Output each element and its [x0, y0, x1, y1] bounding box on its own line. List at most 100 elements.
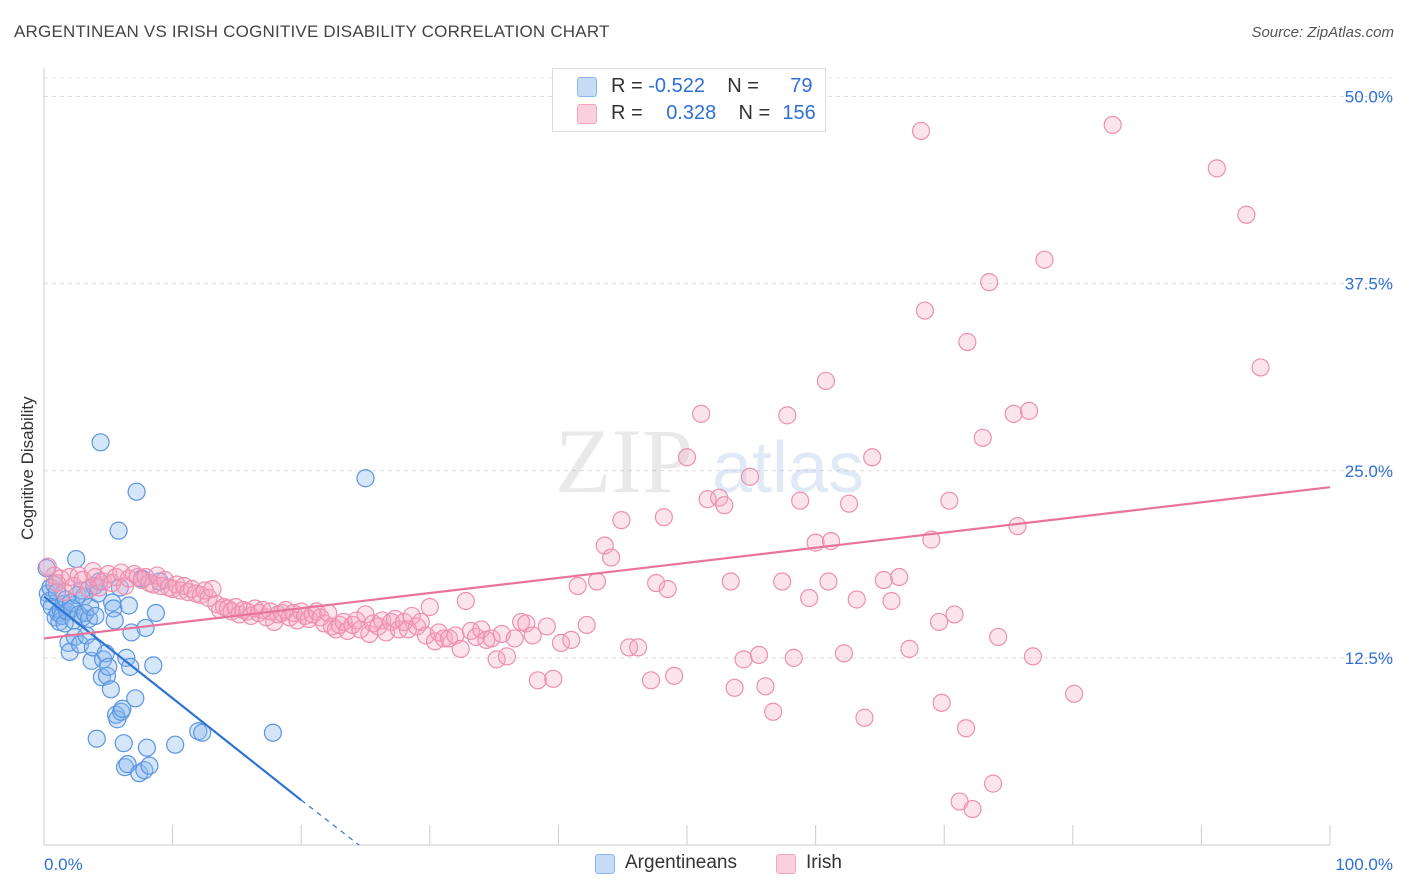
argentinean-point [137, 738, 156, 757]
irish-point [551, 633, 571, 653]
irish-point [568, 576, 587, 596]
bottom-legend-label: Irish [806, 852, 842, 873]
irish-point [756, 677, 775, 696]
bottom-legend-swatch-argentineans [595, 854, 615, 874]
irish-point [641, 671, 661, 690]
y-axis-label: Cognitive Disability [18, 396, 37, 540]
argentinean-point [87, 729, 106, 748]
argentinean-point [126, 689, 145, 708]
irish-point [791, 491, 810, 510]
chart-title: ARGENTINEAN VS IRISH COGNITIVE DISABILIT… [14, 22, 610, 41]
argentinean-point [166, 735, 185, 754]
irish-point [1064, 684, 1084, 703]
argentinean-point [101, 680, 120, 699]
argentinean-point [91, 433, 110, 452]
irish-point [855, 708, 874, 727]
irish-point [900, 639, 919, 658]
grid-lines [44, 77, 1392, 659]
legend-r-label: R = [611, 102, 643, 124]
argentinean-point [140, 756, 159, 775]
argentinean-point [127, 482, 146, 501]
irish-point [1237, 205, 1256, 224]
irish-point [456, 591, 475, 611]
irish-point [434, 629, 454, 648]
legend-r-value: -0.522 [648, 75, 705, 97]
legend-n-label: N = [738, 102, 771, 124]
irish-point [1008, 517, 1027, 536]
legend-swatch-irish [577, 104, 597, 124]
argentinean-point [114, 734, 133, 753]
irish-point [1103, 115, 1122, 135]
irish-point [773, 572, 792, 591]
irish-point [654, 508, 673, 527]
irish-point [973, 428, 992, 447]
argentinean-point [130, 764, 149, 783]
irish-point [882, 591, 901, 611]
irish-point [819, 572, 838, 591]
irish-point [980, 273, 999, 292]
series-irish [38, 115, 1270, 819]
irish-point [929, 612, 949, 632]
x-tick-label: 0.0% [44, 855, 83, 874]
argentinean-point [193, 723, 212, 742]
irish-point [863, 448, 882, 467]
irish-point [647, 573, 666, 593]
argentinean-point [117, 648, 136, 667]
watermark-atlas: atlas [712, 428, 864, 508]
legend-r-label: R = [611, 75, 643, 97]
y-tick-label: 37.5% [1345, 275, 1393, 294]
irish-point [911, 121, 931, 141]
irish-point [497, 647, 517, 666]
argentineans-trend-line [43, 595, 302, 801]
y-tick-label: 25.0% [1345, 462, 1393, 481]
irish-point [523, 626, 542, 645]
argentinean-point [99, 657, 118, 676]
irish-point [665, 666, 684, 685]
irish-point [834, 644, 853, 663]
irish-point [764, 702, 783, 721]
irish-point [963, 799, 982, 819]
irish-point [562, 630, 581, 650]
argentinean-point [263, 723, 283, 742]
argentinean-point [82, 651, 101, 670]
argentinean-point [119, 596, 138, 615]
irish-point [778, 406, 797, 425]
irish-point [874, 570, 893, 590]
irish-point [989, 627, 1008, 647]
irish-point [203, 579, 222, 599]
legend-r-value: 0.328 [666, 102, 717, 124]
irish-point [698, 490, 717, 509]
argentinean-point [109, 521, 128, 540]
irish-point [734, 650, 753, 669]
y-tick-label: 50.0% [1345, 88, 1393, 107]
irish-point [411, 612, 430, 632]
argentinean-point [67, 549, 86, 569]
watermark-zip: ZIP [555, 410, 693, 512]
irish-point [537, 617, 556, 636]
argentinean-point [81, 597, 100, 617]
irish-point [721, 572, 740, 591]
argentinean-point [144, 656, 163, 675]
irish-point [725, 678, 744, 697]
irish-point [38, 557, 57, 576]
irish-point [1004, 404, 1023, 423]
y-tick-label: 12.5% [1345, 649, 1393, 668]
irish-point [587, 572, 607, 591]
bottom-legend-label: Argentineans [625, 852, 737, 873]
irish-point [940, 491, 959, 510]
irish-point [451, 639, 470, 658]
data-points [37, 115, 1270, 819]
irish-point [945, 605, 964, 624]
irish-point [1251, 358, 1270, 377]
irish-point [482, 629, 501, 648]
irish-point [64, 576, 83, 596]
irish-point [847, 590, 866, 609]
irish-point [956, 719, 976, 738]
argentinean-point [356, 469, 375, 488]
irish-point [816, 371, 835, 391]
x-tick-label: 100.0% [1335, 855, 1393, 874]
irish-point [958, 332, 977, 352]
irish-point [890, 567, 909, 587]
irish-point [1019, 401, 1039, 420]
